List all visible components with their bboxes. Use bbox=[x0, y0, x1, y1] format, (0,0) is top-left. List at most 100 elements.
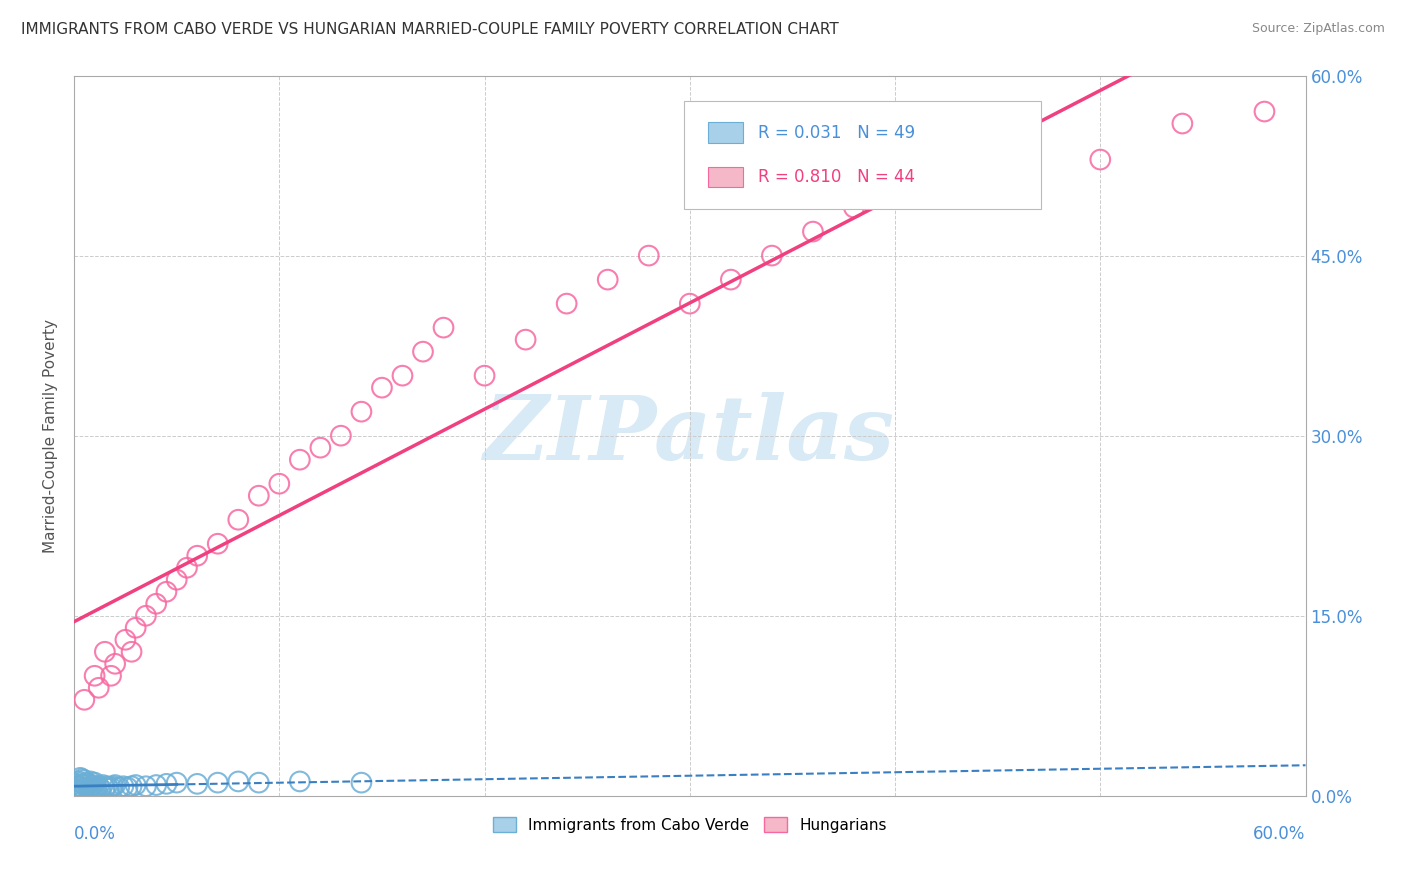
Point bbox=[65, 777, 87, 791]
Point bbox=[69, 779, 91, 793]
Point bbox=[114, 632, 136, 647]
Y-axis label: Married-Couple Family Poverty: Married-Couple Family Poverty bbox=[44, 318, 58, 553]
Point bbox=[884, 188, 907, 202]
Point bbox=[75, 780, 97, 795]
Point bbox=[87, 779, 110, 793]
Point bbox=[90, 781, 112, 796]
Point bbox=[309, 441, 332, 455]
Point bbox=[77, 781, 100, 796]
Point bbox=[515, 333, 537, 347]
Text: 60.0%: 60.0% bbox=[1253, 825, 1306, 843]
Point bbox=[101, 779, 124, 793]
Point bbox=[82, 778, 104, 792]
Point bbox=[176, 560, 198, 574]
Point bbox=[65, 782, 87, 797]
Point bbox=[925, 164, 948, 178]
Point bbox=[79, 774, 101, 789]
Point bbox=[1090, 153, 1112, 167]
Point bbox=[124, 778, 146, 792]
Point bbox=[117, 780, 139, 795]
Text: IMMIGRANTS FROM CABO VERDE VS HUNGARIAN MARRIED-COUPLE FAMILY POVERTY CORRELATIO: IMMIGRANTS FROM CABO VERDE VS HUNGARIAN … bbox=[21, 22, 839, 37]
Point bbox=[67, 774, 90, 789]
Point bbox=[391, 368, 413, 383]
Point bbox=[288, 452, 311, 467]
Point bbox=[72, 772, 94, 786]
Point bbox=[186, 549, 208, 563]
Point bbox=[104, 778, 127, 792]
Point bbox=[966, 177, 988, 191]
FancyBboxPatch shape bbox=[683, 101, 1040, 209]
Point bbox=[72, 777, 94, 791]
Point bbox=[67, 779, 90, 793]
Point bbox=[145, 597, 167, 611]
Point bbox=[269, 476, 291, 491]
Point bbox=[679, 296, 702, 310]
Point bbox=[329, 428, 352, 442]
Point bbox=[73, 693, 96, 707]
Point bbox=[247, 489, 270, 503]
Point bbox=[155, 584, 177, 599]
Point bbox=[98, 781, 121, 796]
Point bbox=[100, 669, 122, 683]
Point bbox=[145, 778, 167, 792]
Point bbox=[166, 775, 188, 789]
Point bbox=[412, 344, 434, 359]
Text: 0.0%: 0.0% bbox=[75, 825, 115, 843]
Point bbox=[207, 537, 229, 551]
Point bbox=[87, 681, 110, 695]
FancyBboxPatch shape bbox=[709, 122, 742, 143]
Point bbox=[83, 669, 105, 683]
Point bbox=[100, 780, 122, 795]
Point bbox=[94, 780, 117, 795]
Point bbox=[350, 405, 373, 419]
Point bbox=[1171, 116, 1194, 130]
Point bbox=[73, 773, 96, 788]
Point bbox=[1253, 104, 1275, 119]
Point bbox=[67, 782, 90, 797]
Point bbox=[69, 784, 91, 798]
Point bbox=[637, 249, 659, 263]
Point bbox=[555, 296, 578, 310]
Text: R = 0.810   N = 44: R = 0.810 N = 44 bbox=[758, 168, 914, 186]
Point bbox=[247, 775, 270, 789]
Point bbox=[350, 775, 373, 789]
Point bbox=[73, 778, 96, 792]
Point bbox=[82, 782, 104, 797]
Point bbox=[108, 780, 131, 795]
Point bbox=[207, 775, 229, 789]
Point bbox=[83, 775, 105, 789]
Point bbox=[124, 621, 146, 635]
Point bbox=[474, 368, 496, 383]
Point bbox=[761, 249, 783, 263]
Point bbox=[112, 779, 135, 793]
Point bbox=[135, 779, 157, 793]
Point bbox=[155, 777, 177, 791]
Point bbox=[121, 779, 143, 793]
Point bbox=[72, 781, 94, 796]
Point bbox=[104, 657, 127, 671]
Point bbox=[94, 645, 117, 659]
Point bbox=[91, 778, 114, 792]
Text: R = 0.031   N = 49: R = 0.031 N = 49 bbox=[758, 124, 915, 142]
Point bbox=[77, 777, 100, 791]
Point bbox=[432, 320, 454, 334]
Point bbox=[79, 780, 101, 795]
Point bbox=[135, 608, 157, 623]
Point bbox=[121, 645, 143, 659]
Point bbox=[186, 777, 208, 791]
Point bbox=[801, 225, 824, 239]
Point bbox=[842, 201, 865, 215]
Legend: Immigrants from Cabo Verde, Hungarians: Immigrants from Cabo Verde, Hungarians bbox=[486, 811, 893, 838]
Point bbox=[83, 781, 105, 796]
Point bbox=[226, 513, 249, 527]
Point bbox=[371, 381, 394, 395]
Point bbox=[73, 782, 96, 797]
Point bbox=[96, 779, 118, 793]
Point bbox=[226, 774, 249, 789]
Point bbox=[166, 573, 188, 587]
Text: ZIPatlas: ZIPatlas bbox=[484, 392, 896, 479]
Point bbox=[288, 774, 311, 789]
Point bbox=[75, 775, 97, 789]
Point bbox=[1007, 140, 1029, 154]
Text: Source: ZipAtlas.com: Source: ZipAtlas.com bbox=[1251, 22, 1385, 36]
